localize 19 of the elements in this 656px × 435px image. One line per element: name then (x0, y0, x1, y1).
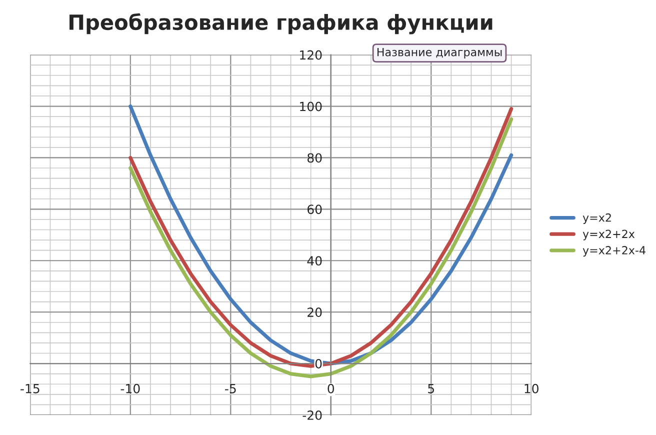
y-tick-label: 100 (300, 102, 322, 112)
y-tick-label: -20 (302, 410, 322, 420)
y-tick-label: 80 (307, 153, 322, 163)
y-tick-label: 40 (307, 256, 322, 266)
y-tick-label: 60 (308, 204, 322, 214)
annotation: Название диаграммы (377, 48, 502, 58)
chart-title: Преобразование графика функции (70, 13, 492, 34)
y-tick-label: 20 (308, 308, 322, 318)
x-tick-label: -15 (20, 384, 40, 394)
legend-label: y=x2 (582, 213, 611, 224)
x-tick-label: 5 (428, 384, 434, 394)
legend-label: y=x2+2x (582, 230, 635, 240)
x-tick-label: -5 (225, 384, 236, 394)
y-tick-label: 120 (300, 50, 322, 60)
x-tick-label: -10 (120, 384, 140, 394)
legend-label: y=x2+2x-4 (582, 246, 646, 257)
x-tick-label: 0 (328, 384, 334, 394)
y-tick-label: 0 (315, 359, 322, 368)
x-tick-label: 10 (524, 384, 538, 394)
